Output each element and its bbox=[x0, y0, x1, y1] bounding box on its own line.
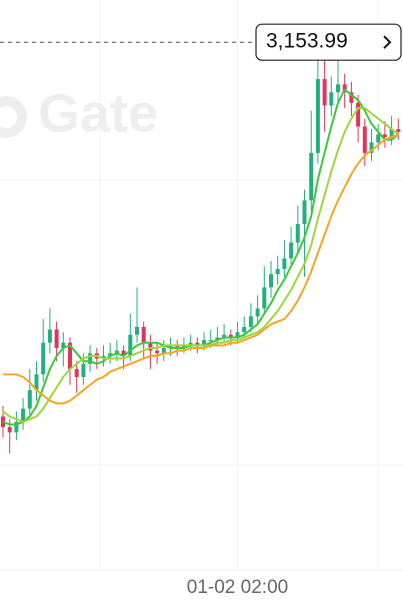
watermark-logo bbox=[0, 96, 27, 138]
candle-body bbox=[175, 345, 180, 348]
candle-body bbox=[74, 369, 79, 377]
candle-body bbox=[47, 329, 52, 343]
candle-body bbox=[81, 363, 86, 377]
candle-body bbox=[389, 129, 394, 138]
candle-body bbox=[135, 326, 139, 335]
candle-body bbox=[369, 142, 374, 153]
candle-body bbox=[181, 345, 186, 348]
candle-body bbox=[108, 353, 113, 356]
chevron[interactable] bbox=[383, 35, 392, 49]
moving-average bbox=[2, 107, 399, 423]
candle-body bbox=[27, 390, 32, 409]
candle-body bbox=[269, 274, 273, 288]
candle-body bbox=[255, 308, 260, 317]
candle-body bbox=[161, 348, 166, 354]
candle-body bbox=[14, 421, 19, 433]
candle-body bbox=[208, 340, 213, 342]
moving-average bbox=[3, 133, 399, 405]
candle-body bbox=[21, 408, 26, 422]
candle-body bbox=[61, 342, 66, 348]
candle-body bbox=[228, 334, 233, 338]
candle-body bbox=[121, 350, 126, 356]
candle-body bbox=[202, 340, 206, 346]
candle-body bbox=[215, 337, 220, 341]
candle-body bbox=[195, 342, 200, 346]
price-box bbox=[255, 23, 402, 61]
watermark: Gate bbox=[38, 83, 158, 143]
candle-body bbox=[349, 92, 354, 103]
candle-body bbox=[88, 353, 93, 364]
candle-body bbox=[336, 84, 340, 93]
candle-body bbox=[289, 242, 294, 259]
candle-body bbox=[302, 200, 307, 225]
candle-body bbox=[141, 326, 146, 343]
candle-body bbox=[34, 374, 39, 391]
candle-body bbox=[315, 79, 320, 153]
candle-body bbox=[188, 342, 193, 346]
candle-body bbox=[41, 342, 46, 375]
candle-body bbox=[235, 332, 240, 338]
candle-body bbox=[54, 329, 59, 348]
candle-body bbox=[295, 224, 300, 243]
candle-body bbox=[168, 345, 173, 348]
candle-body bbox=[242, 326, 247, 333]
candle-body bbox=[68, 342, 72, 370]
price-tag: 3,153.99 bbox=[255, 23, 402, 61]
candle-body bbox=[382, 134, 387, 138]
candle-body bbox=[342, 84, 347, 93]
candle-body bbox=[362, 126, 367, 153]
candle-body bbox=[322, 79, 327, 106]
candle-body bbox=[101, 355, 106, 359]
candle-body bbox=[376, 134, 381, 143]
candle-body bbox=[275, 268, 280, 275]
candle-body bbox=[282, 258, 287, 269]
candle-body bbox=[114, 350, 119, 354]
candle-body bbox=[309, 152, 314, 201]
candle-body bbox=[356, 102, 361, 127]
candle-body bbox=[248, 316, 253, 327]
candle-body bbox=[329, 92, 334, 106]
candle-body bbox=[155, 350, 160, 354]
candle-body bbox=[148, 342, 153, 351]
candle-body bbox=[262, 287, 267, 309]
candle-body bbox=[7, 427, 12, 433]
candle-body bbox=[222, 334, 227, 338]
price-label: 3,153.99 bbox=[266, 30, 348, 53]
x-tick-label: 01-02 02:00 bbox=[187, 577, 288, 598]
candle-body bbox=[396, 129, 401, 132]
candle-body bbox=[128, 334, 133, 356]
